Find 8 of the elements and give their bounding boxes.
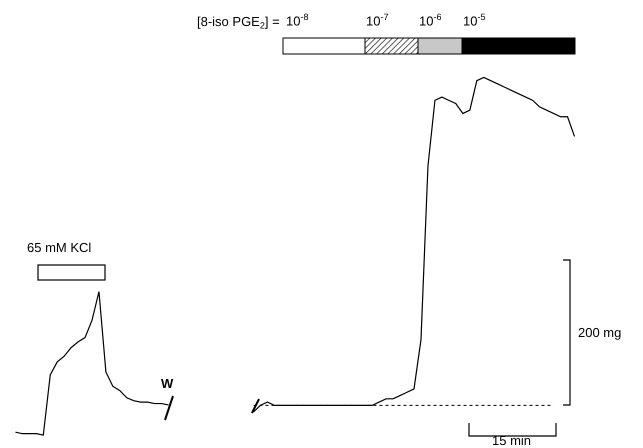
text: 10$^{-7}$ — [366, 12, 389, 28]
text: [8-iso PGE$_{2}$] = — [197, 14, 280, 31]
text: 200 mg — [578, 325, 622, 340]
annotation: W — [161, 376, 174, 391]
text: 10$^{-6}$ — [419, 12, 442, 28]
text: 65 mM KCl — [27, 240, 92, 255]
text: 10$^{-8}$ — [286, 12, 309, 28]
text: 10$^{-5}$ — [463, 12, 486, 28]
